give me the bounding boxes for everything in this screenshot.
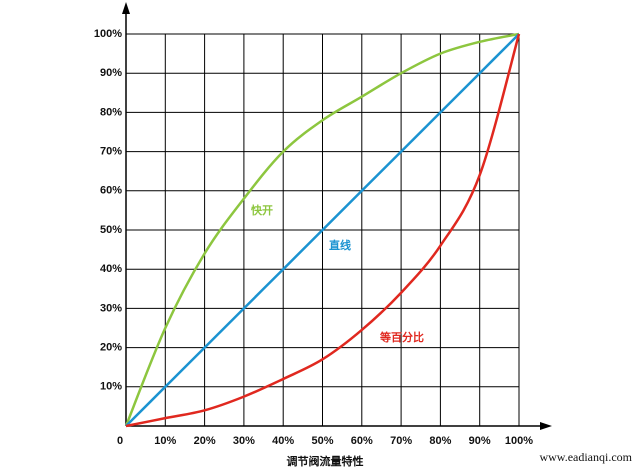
x-tick-label: 0	[117, 435, 123, 447]
y-axis-arrow	[122, 2, 130, 14]
series-line	[124, 32, 520, 427]
series-label: 等百分比	[379, 330, 424, 344]
y-tick-label: 80%	[100, 106, 122, 118]
y-tick-label: 100%	[94, 28, 122, 40]
x-tick-label: 30%	[233, 435, 255, 447]
y-tick-label: 90%	[100, 67, 122, 79]
y-tick-label: 50%	[100, 224, 122, 236]
y-tick-label: 70%	[100, 146, 122, 158]
y-tick-label: 20%	[100, 342, 122, 354]
x-tick-label: 50%	[311, 435, 333, 447]
x-axis-arrow	[540, 422, 552, 430]
series-label: 直线	[329, 238, 351, 252]
y-tick-label: 30%	[100, 302, 122, 314]
x-tick-label: 90%	[469, 435, 491, 447]
x-tick-label: 10%	[154, 435, 176, 447]
x-tick-label: 60%	[351, 435, 373, 447]
x-tick-label: 100%	[505, 435, 533, 447]
y-tick-label: 60%	[100, 185, 122, 197]
x-tick-label: 80%	[429, 435, 451, 447]
chart-title: 调节阀流量特性	[287, 454, 364, 468]
x-tick-label: 20%	[194, 435, 216, 447]
x-tick-label: 70%	[390, 435, 412, 447]
watermark: www.eadianqi.com	[539, 450, 632, 464]
y-tick-label: 10%	[100, 381, 122, 393]
series-label: 快开	[250, 203, 273, 217]
x-tick-label: 40%	[272, 435, 294, 447]
series-line	[125, 33, 520, 427]
series-line	[125, 33, 521, 428]
y-tick-label: 40%	[100, 263, 122, 275]
